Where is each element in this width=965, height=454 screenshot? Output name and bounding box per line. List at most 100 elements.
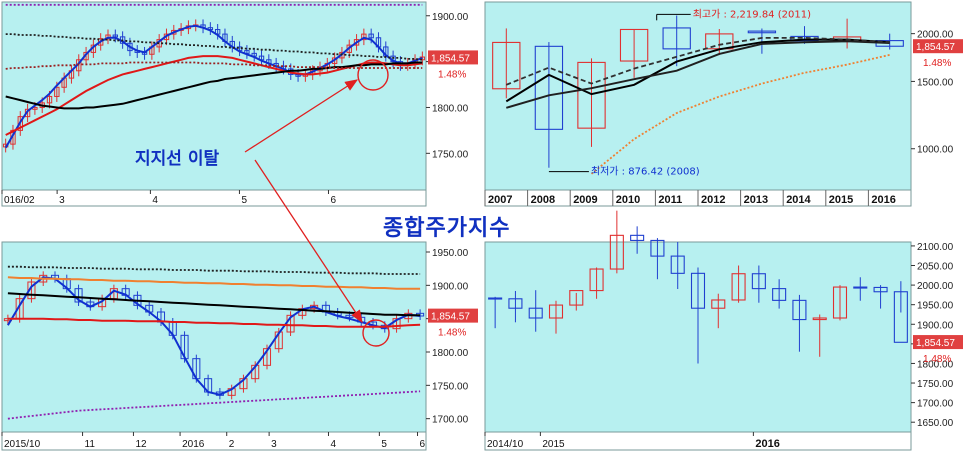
x-tick-label: 2 [229,439,235,450]
y-tick-label: 1800.00 [432,103,469,114]
moving-average-line-2 [5,61,423,110]
moving-average-line-5 [7,390,421,420]
last-price-box [913,335,963,350]
last-price-label: 1,854.57 [431,312,470,323]
candle-body [488,297,503,300]
change-pct-label: 1.48% [923,58,951,69]
candle-body [46,95,53,104]
candle-body [534,45,564,130]
x-tick-label: 2012 [701,194,725,206]
last-price-box [428,308,478,323]
candle-body [893,291,908,343]
moving-average-line-4 [5,61,423,70]
plot-area [484,1,912,191]
x-tick-label: 2014 [786,194,811,206]
x-axis-strip [484,431,912,451]
x-tick-label: 2010 [616,194,640,206]
y-tick-label: 1900.00 [917,320,954,331]
daily-chart: 1750.00 1800.00 1900.00 016/02 3 4 5 6 1,854.57 1… [1,1,478,207]
y-tick-label: 1000.00 [917,145,954,156]
moving-average-line-1 [506,40,890,109]
yearly-chart-panel: 1000.00 1500.00 2000.00 2007 2008 2009 2010 201… [483,0,965,210]
y-tick-label: 1750.00 [917,379,954,390]
candle-body [670,255,685,274]
moving-average-line-3 [590,54,890,175]
x-tick-label: 2013 [744,194,768,206]
candle-body [731,273,746,301]
candle-body [711,299,726,309]
last-price-label: 1,854.57 [431,53,470,64]
x-tick-label: 2008 [531,194,555,206]
x-tick-label: 3 [59,195,65,206]
x-tick-label: 2009 [573,194,597,206]
plot-area [1,241,427,433]
moving-average-line-4 [7,265,421,275]
candle-body [27,281,36,300]
y-tick-label: 1500.00 [917,77,954,88]
candle-body [368,33,374,39]
x-axis-strip [1,189,427,207]
last-price-box [913,39,963,54]
moving-average-line-3 [5,33,423,61]
change-pct-label: 1.48% [923,354,951,365]
x-tick-label: 2016 [182,439,205,450]
y-tick-label: 2000.00 [917,30,954,41]
candle-body [528,307,543,319]
candle-body [17,116,23,131]
candle-body [589,268,604,292]
candle-body [492,41,521,90]
x-tick-label: 6 [420,439,426,450]
candle-body [353,39,360,46]
candle-body [747,30,777,34]
x-tick-label: 4 [330,439,336,450]
candle-body [392,318,401,330]
y-tick-label: 1650.00 [917,418,954,429]
candle-body [772,288,787,301]
daily-chart-panel: 1750.00 1800.00 1900.00 016/02 3 4 5 6 1,854.57 1… [0,0,480,210]
x-tick-label: 3 [271,439,277,450]
change-pct-label: 1.48% [438,69,466,80]
x-tick-label: 2007 [488,194,512,206]
x-tick-label: 5 [381,439,387,450]
last-price-label: 1,854.57 [916,338,955,349]
y-tick-label: 2050.00 [917,262,954,273]
x-tick-label: 11 [85,439,96,450]
y-tick-label: 1900.00 [432,281,469,292]
candle-body [569,290,584,306]
candle-body [662,27,691,50]
candle-body [609,234,624,270]
x-tick-label: 2016 [755,438,779,450]
y-tick-label: 1750.00 [432,381,469,392]
last-price-box [428,50,478,65]
monthly-chart: 1650.00 1700.00 1750.00 1800.00 1900.00 1950.… [484,210,963,451]
candle-body [792,299,807,321]
candle-body [853,286,868,289]
x-tick-label: 2015 [829,194,853,206]
all-time-low-label: 최저가 : 876.42 (2008) [591,166,700,178]
x-tick-label: 6 [330,195,336,206]
y-tick-label: 1900.00 [432,12,469,23]
candle-body [690,272,706,309]
moving-average-line-2 [505,37,890,86]
candle-body [812,317,827,321]
moving-average-line-0 [4,24,423,149]
candle-body [630,234,645,241]
last-price-label: 1,854.57 [916,42,955,53]
x-tick-label: 016/02 [4,195,35,206]
candle-body [751,273,766,290]
monthly-chart-panel: 1650.00 1700.00 1750.00 1800.00 1900.00 1950.… [483,210,965,454]
x-tick-label: 2016 [871,194,895,206]
candle-body [548,304,564,319]
weekly-chart: 1700.00 1750.00 1800.00 1900.00 1950.00 2015/… [1,241,478,451]
y-tick-label: 1800.00 [917,359,954,370]
x-tick-label: 5 [241,195,247,206]
x-tick-label: 2015 [542,439,565,450]
weekly-chart-panel: 1700.00 1750.00 1800.00 1900.00 1950.00 2015/… [0,240,480,454]
y-tick-label: 1950.00 [917,301,954,312]
x-tick-label: 2015/10 [4,439,41,450]
x-tick-label: 2011 [658,194,682,206]
y-tick-label: 2000.00 [917,281,954,292]
yearly-chart: 1000.00 1500.00 2000.00 2007 2008 2009 2010 201… [484,1,963,207]
candle-body [54,86,60,97]
candle-body [577,61,606,129]
